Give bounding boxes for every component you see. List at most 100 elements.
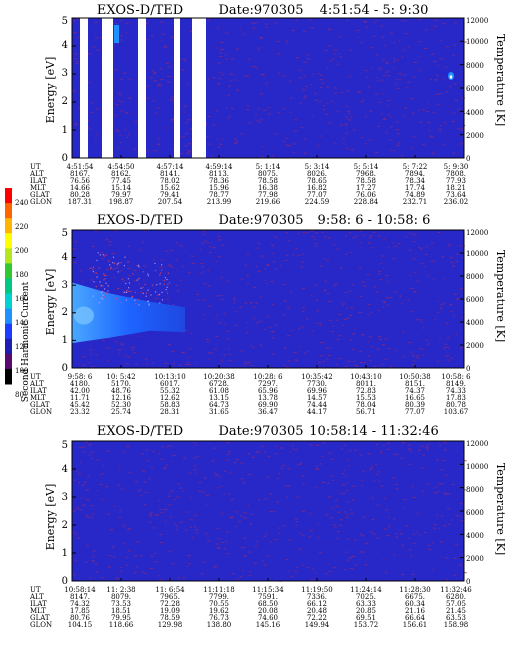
orbit-table-cell: 20.85 — [356, 607, 376, 615]
orbit-table-cell: 79.95 — [111, 614, 131, 622]
orbit-table-cell: 104.15 — [68, 621, 93, 629]
orbit-table-cell: 145.16 — [256, 621, 281, 629]
orbit-table-cell: 17.27 — [356, 184, 376, 192]
orbit-row-label: GLON — [30, 198, 52, 206]
orbit-row-label: GLAT — [30, 191, 50, 199]
panel-date: Date:970305 — [218, 3, 303, 18]
orbit-table-cell: 77.93 — [446, 177, 466, 185]
orbit-table-cell: 8162. — [111, 170, 131, 178]
orbit-table-cell: 7591. — [258, 593, 278, 601]
orbit-table-cell: 60.34 — [405, 600, 426, 608]
orbit-row-label: UT — [30, 373, 41, 381]
orbit-table-cell: 4:51:54 — [67, 163, 95, 171]
orbit-table-cell: 78.04 — [356, 401, 377, 409]
orbit-table-cell: 10:35:42 — [301, 373, 332, 381]
axis-ticks — [71, 440, 465, 582]
orbit-row-label: GLON — [30, 621, 52, 629]
orbit-table-cell: 77.45 — [111, 177, 131, 185]
orbit-table-cell: 74.44 — [307, 401, 328, 409]
orbit-table-cell: 7336. — [307, 593, 327, 601]
orbit-table-cell: 69.90 — [258, 401, 278, 409]
orbit-table-cell: 73.64 — [446, 191, 467, 199]
colorbar-scale — [5, 188, 12, 385]
orbit-table-cell: 153.72 — [354, 621, 379, 629]
orbit-table-cell: 28.31 — [160, 408, 180, 416]
panel-1: EXOS-D/TED Date:970305 4:51:54 - 5: 9:30… — [29, 3, 505, 206]
orbit-table-cell: 5: 5:14 — [354, 163, 379, 171]
orbit-table-cell: 8147. — [70, 593, 90, 601]
orbit-table-cell: 44.17 — [307, 408, 327, 416]
panel-title: EXOS-D/TED — [97, 424, 183, 439]
y-axis-label: Energy [eV] — [44, 57, 57, 124]
orbit-table-cell: 45.42 — [70, 401, 90, 409]
y-tick-label: 3 — [62, 68, 68, 79]
y2-tick-label: 10000 — [466, 38, 488, 46]
colorbar-swatch — [5, 188, 12, 204]
orbit-table-cell: 42.00 — [70, 387, 90, 395]
orbit-table-cell: 14.66 — [70, 184, 91, 192]
orbit-table-cell: 228.84 — [354, 198, 379, 206]
orbit-table-cell: 7799. — [209, 593, 229, 601]
y-tick-label: 4 — [62, 252, 68, 263]
orbit-table-cell: 5: 7:22 — [403, 163, 428, 171]
colorbar-tick: 80 — [15, 391, 24, 399]
orbit-table-cell: 5: 9:30 — [444, 163, 469, 171]
orbit-table-cell: 19.62 — [209, 607, 229, 615]
y2-tick-label: 10000 — [466, 250, 488, 258]
orbit-table-cell: 56.71 — [356, 408, 376, 416]
orbit-table-cell: 69.96 — [307, 387, 328, 395]
y2-tick-label: 4000 — [466, 109, 484, 117]
orbit-table-cell: 57.05 — [446, 600, 466, 608]
orbit-table-cell: 8149. — [446, 380, 466, 388]
data-gap — [192, 18, 206, 158]
colorbar-label: Second Harmonic Current — [21, 281, 31, 402]
panel-time-range: 4:51:54 - 5: 9:30 — [320, 3, 429, 18]
orbit-table-cell: 10:58: 6 — [441, 373, 471, 381]
orbit-table-cell: 156.61 — [403, 621, 428, 629]
colorbar-tick: 160 — [15, 295, 28, 303]
panel-title: EXOS-D/TED — [97, 3, 183, 18]
orbit-table-cell: 66.12 — [307, 600, 327, 608]
orbit-table-cell: 80.28 — [70, 191, 90, 199]
colorbar-tick: 220 — [15, 223, 28, 231]
orbit-row-label: UT — [30, 163, 41, 171]
orbit-table-cell: 78.77 — [209, 191, 229, 199]
orbit-table-cell: 4:54:50 — [108, 163, 135, 171]
colorbar-swatch — [5, 203, 12, 219]
orbit-table-cell: 64.73 — [209, 401, 229, 409]
orbit-table-cell: 7968. — [356, 170, 376, 178]
orbit-table-cell: 129.98 — [158, 621, 183, 629]
colorbar-tick: 200 — [15, 247, 28, 255]
colorbar-swatch — [5, 308, 12, 325]
y2-tick-label: 0 — [466, 155, 470, 163]
orbit-table-cell: 74.33 — [446, 387, 466, 395]
orbit-row-label: ILAT — [30, 387, 47, 395]
orbit-table-cell: 8075. — [258, 170, 278, 178]
colorbar-swatch — [5, 368, 12, 385]
y-tick-label: 4 — [62, 40, 68, 51]
orbit-table-cell: 12.62 — [160, 394, 180, 402]
orbit-table-cell: 4:57:14 — [157, 163, 185, 171]
orbit-table-cell: 7894. — [405, 170, 425, 178]
y-tick-label: 4 — [62, 464, 68, 475]
y-tick-label: 1 — [62, 125, 68, 136]
data-gap — [102, 18, 113, 158]
orbit-table-cell: 103.67 — [444, 408, 469, 416]
orbit-table-cell: 11: 6:54 — [155, 586, 185, 594]
y-tick-label: 0 — [62, 363, 68, 374]
y2-tick-label: 6000 — [466, 509, 484, 517]
orbit-table-cell: 77.07 — [405, 408, 425, 416]
orbit-table-cell: 15.96 — [209, 184, 230, 192]
orbit-table-cell: 72.28 — [160, 600, 180, 608]
orbit-table-cell: 18.21 — [446, 184, 466, 192]
colorbar-tick: 180 — [15, 271, 28, 279]
orbit-table-cell: 48.76 — [111, 387, 132, 395]
orbit-table-cell: 70.55 — [209, 600, 229, 608]
orbit-table-cell: 17.74 — [405, 184, 426, 192]
y-tick-label: 0 — [62, 576, 68, 587]
orbit-table-cell: 118.66 — [109, 621, 134, 629]
data-gap — [174, 18, 180, 158]
orbit-table-cell: 78.34 — [405, 177, 426, 185]
